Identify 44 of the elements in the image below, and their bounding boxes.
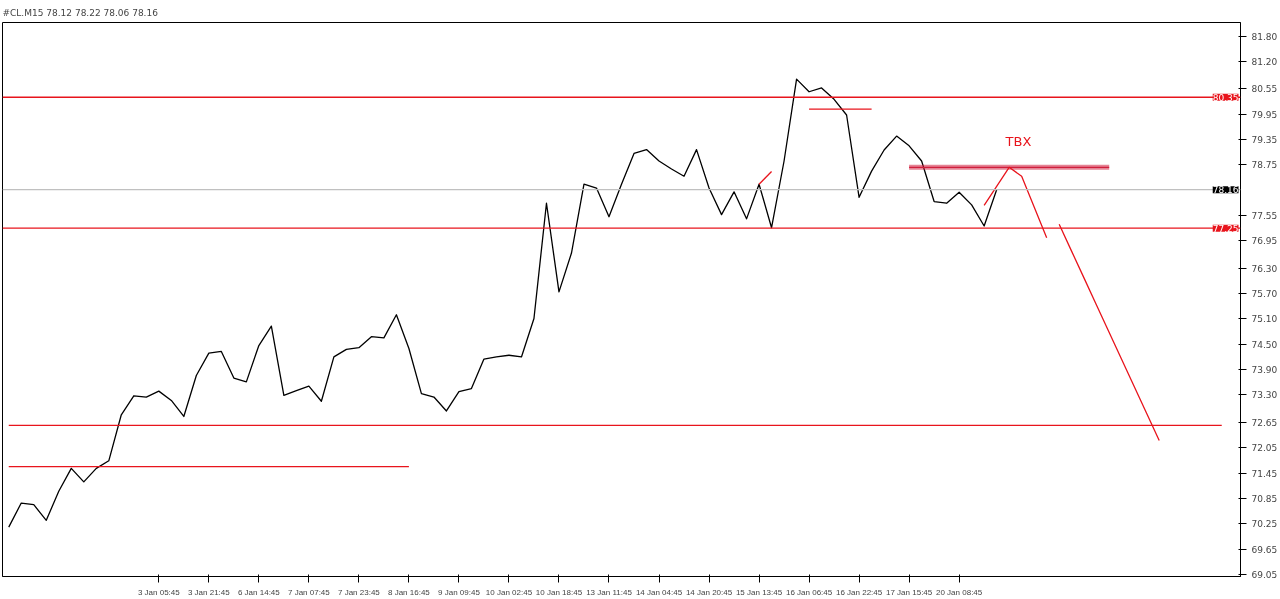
y-tick-label: 69.05 bbox=[1251, 569, 1278, 580]
x-tick-label: 10 Jan 18:45 bbox=[535, 587, 583, 597]
x-tick-label: 20 Jan 08:45 bbox=[936, 587, 983, 597]
y-tick-label: 81.20 bbox=[1251, 56, 1278, 67]
x-tick-label: 17 Jan 15:45 bbox=[885, 587, 933, 597]
y-tick-label: 73.90 bbox=[1251, 365, 1278, 376]
y-tick-label: 69.65 bbox=[1251, 544, 1278, 555]
x-tick-label: 7 Jan 23:45 bbox=[337, 587, 381, 597]
ref-line-label: 80.35 bbox=[1212, 92, 1239, 103]
x-tick-label: 7 Jan 07:45 bbox=[287, 587, 331, 597]
y-tick-label: 79.95 bbox=[1251, 109, 1278, 120]
x-tick-label: 6 Jan 14:45 bbox=[237, 587, 281, 597]
y-tick-label: 76.30 bbox=[1251, 263, 1278, 274]
x-tick-label: 8 Jan 16:45 bbox=[388, 587, 431, 597]
y-tick-label: 70.25 bbox=[1251, 519, 1278, 530]
y-tick-label: 78.75 bbox=[1251, 160, 1278, 171]
y-tick-label: 77.55 bbox=[1251, 210, 1278, 221]
ref-line-label: 78.16 bbox=[1212, 185, 1239, 196]
y-tick-label: 75.10 bbox=[1251, 314, 1278, 325]
x-tick-label: 13 Jan 11:45 bbox=[586, 587, 633, 597]
y-tick-label: 71.45 bbox=[1251, 468, 1278, 479]
x-tick-label: 15 Jan 13:45 bbox=[735, 587, 783, 597]
y-tick-label: 75.70 bbox=[1251, 289, 1278, 300]
y-tick-label: 80.55 bbox=[1251, 84, 1278, 95]
y-tick-label: 72.65 bbox=[1251, 417, 1278, 428]
x-tick-label: 9 Jan 09:45 bbox=[438, 587, 481, 597]
y-tick-label: 76.95 bbox=[1251, 236, 1278, 247]
x-tick-label: 16 Jan 06:45 bbox=[785, 587, 833, 597]
ref-line-label: 77.25 bbox=[1212, 223, 1239, 234]
annotation: TBX bbox=[1004, 133, 1032, 149]
y-tick-label: 79.35 bbox=[1251, 134, 1278, 145]
x-tick-label: 3 Jan 21:45 bbox=[187, 587, 231, 597]
x-tick-label: 3 Jan 05:45 bbox=[137, 587, 181, 597]
y-tick-label: 74.50 bbox=[1251, 339, 1278, 350]
x-tick-label: 14 Jan 04:45 bbox=[635, 587, 683, 597]
y-tick-label: 72.05 bbox=[1251, 443, 1278, 454]
line-series bbox=[8, 78, 998, 528]
y-tick-label: 73.30 bbox=[1251, 390, 1278, 401]
y-tick-label: 81.80 bbox=[1251, 31, 1278, 42]
y-tick-label: 70.85 bbox=[1251, 493, 1278, 504]
x-tick-label: 16 Jan 22:45 bbox=[835, 587, 883, 597]
x-tick-label: 10 Jan 02:45 bbox=[485, 587, 533, 597]
chart-title: #CL.M15 78.12 78.22 78.06 78.16 bbox=[2, 7, 159, 18]
x-tick-label: 14 Jan 20:45 bbox=[685, 587, 733, 597]
